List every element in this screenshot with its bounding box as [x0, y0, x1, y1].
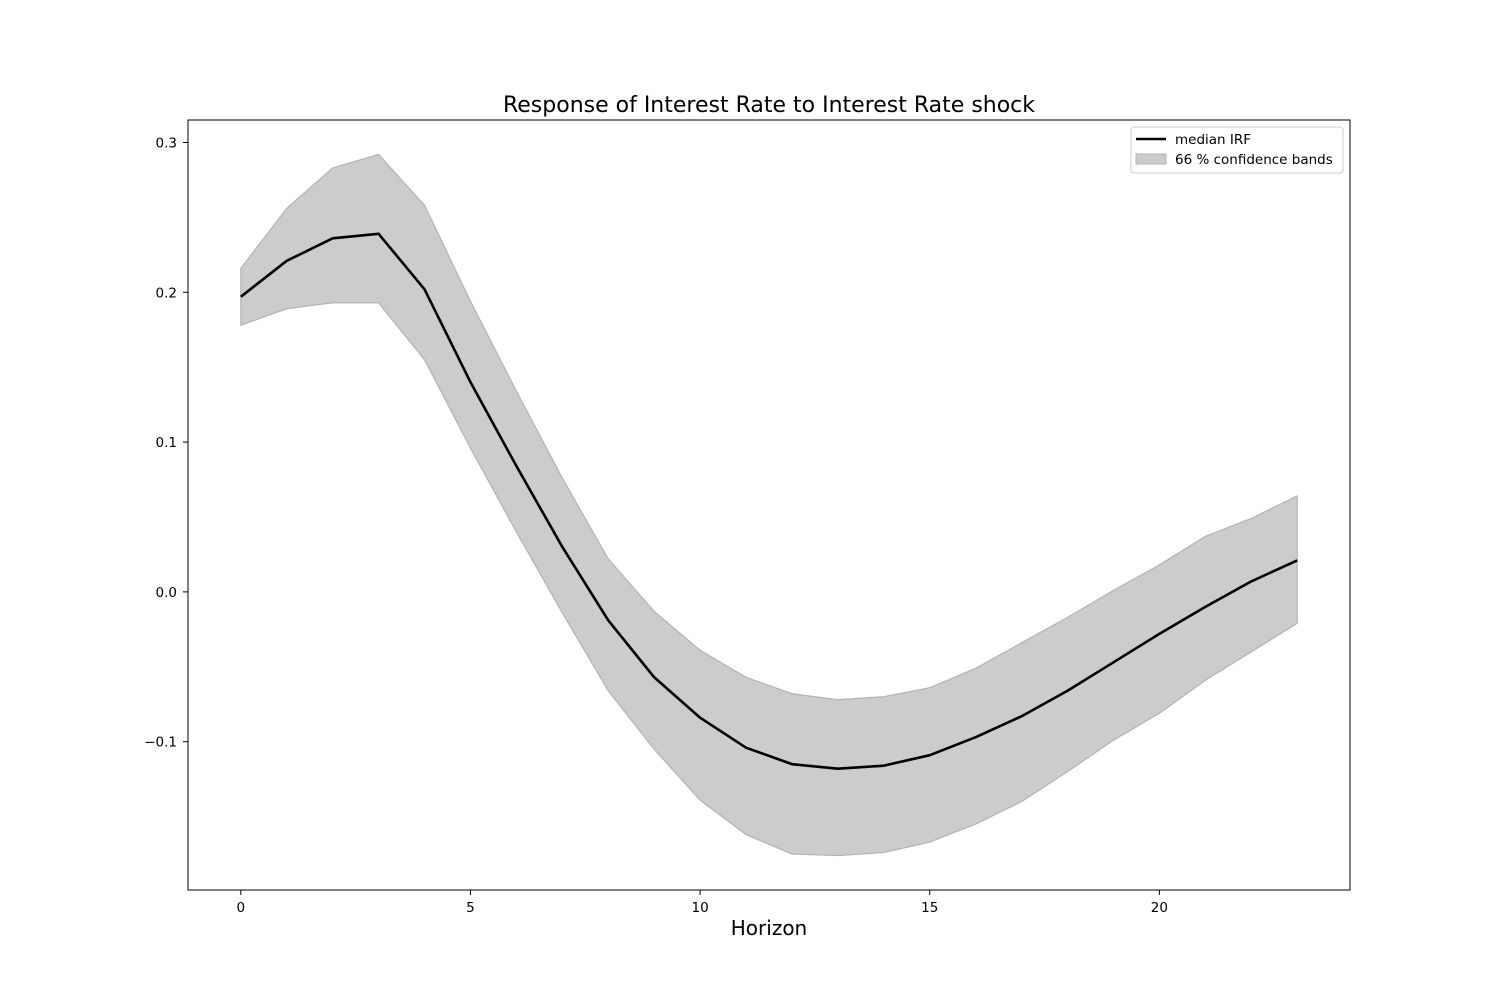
y-axis: −0.1 0.0 0.1 0.2 0.3	[144, 135, 188, 751]
x-tick-label: 15	[921, 900, 938, 916]
legend-median-label: median IRF	[1175, 132, 1251, 148]
chart-title: Response of Interest Rate to Interest Ra…	[503, 93, 1035, 118]
y-tick-label: 0.3	[156, 135, 177, 151]
confidence-band	[240, 153, 1298, 857]
legend-band-swatch	[1135, 153, 1167, 165]
y-tick-label: −0.1	[144, 735, 177, 751]
x-tick-label: 5	[466, 900, 475, 916]
confidence-band-layer	[240, 153, 1298, 857]
median-line-layer	[240, 232, 1298, 770]
x-tick-label: 0	[237, 900, 246, 916]
plot-frame	[187, 119, 1351, 891]
y-tick-label: 0.0	[156, 585, 177, 601]
y-tick-label: 0.2	[156, 285, 177, 301]
x-tick-label: 20	[1151, 900, 1168, 916]
legend-frame	[1130, 126, 1344, 174]
median-irf-line	[240, 232, 1298, 770]
legend-band-label: 66 % confidence bands	[1175, 152, 1333, 168]
legend: median IRF 66 % confidence bands	[1130, 126, 1344, 174]
x-tick-label: 10	[692, 900, 709, 916]
x-axis-label: Horizon	[731, 916, 807, 940]
y-tick-label: 0.1	[156, 435, 177, 451]
x-axis: 0 5 10 15 20	[237, 890, 1168, 916]
